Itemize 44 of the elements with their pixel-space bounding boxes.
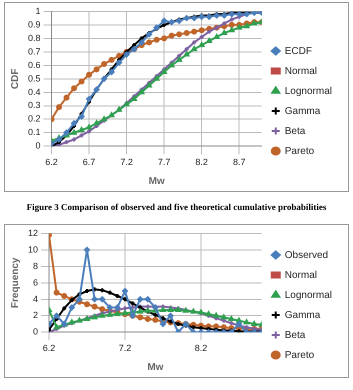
legend-label: Beta: [284, 126, 306, 137]
y-tick-label: 0.9: [28, 19, 41, 30]
legend-label: Gamma: [284, 310, 321, 321]
legend-label: Pareto: [284, 146, 315, 157]
y-tick-label: 10: [28, 244, 38, 254]
y-tick-label: 0.3: [28, 100, 41, 110]
x-tick-label: 7.2: [118, 343, 132, 354]
legend-label: Beta: [284, 330, 306, 341]
y-tick-label: 0.6: [28, 60, 41, 70]
caption: Figure 3 Comparison of observed and five theoretical cumulative probabilities: [26, 202, 328, 212]
x-tick-label: 6.7: [82, 157, 96, 168]
y-tick-label: 0.5: [28, 73, 41, 84]
legend-label: ECDF: [284, 46, 312, 57]
y-tick-label: 0.4: [28, 86, 41, 97]
x-tick-label: 8.2: [195, 157, 208, 168]
x-tick-label: 6.2: [42, 343, 56, 354]
legend-label: Lognormal: [284, 86, 332, 97]
y-tick-label: 12: [28, 228, 38, 238]
legend-label: Observed: [284, 250, 328, 261]
y-axis-title: CDF: [10, 68, 21, 90]
x-tick-label: 7.7: [158, 157, 170, 168]
y-tick-label: 6: [32, 277, 38, 288]
y-tick-label: 1: [35, 6, 41, 16]
legend-label: Pareto: [284, 350, 315, 361]
y-tick-label: 0: [32, 326, 38, 337]
y-tick-label: 0.1: [28, 127, 41, 138]
x-axis-title: Mw: [147, 362, 164, 373]
legend-label: Normal: [284, 66, 317, 77]
y-axis-title: Frequency: [10, 257, 21, 308]
x-axis-title: Mw: [148, 176, 165, 187]
y-tick-label: 0.2: [28, 114, 41, 124]
x-tick-label: 6.2: [45, 157, 58, 168]
y-tick-label: 4: [32, 294, 38, 304]
y-tick-label: 0.7: [28, 46, 41, 56]
legend-label: Gamma: [284, 106, 321, 117]
y-tick-label: 0.8: [28, 32, 41, 43]
legend-label: Lognormal: [284, 290, 332, 301]
x-tick-label: 8.2: [194, 343, 208, 354]
y-tick-label: 8: [32, 260, 38, 271]
x-tick-label: 7.2: [120, 157, 133, 168]
y-tick-label: 2: [32, 310, 38, 320]
y-tick-label: 0: [35, 140, 41, 151]
x-tick-label: 8.7: [232, 157, 246, 168]
legend-label: Normal: [284, 270, 317, 281]
